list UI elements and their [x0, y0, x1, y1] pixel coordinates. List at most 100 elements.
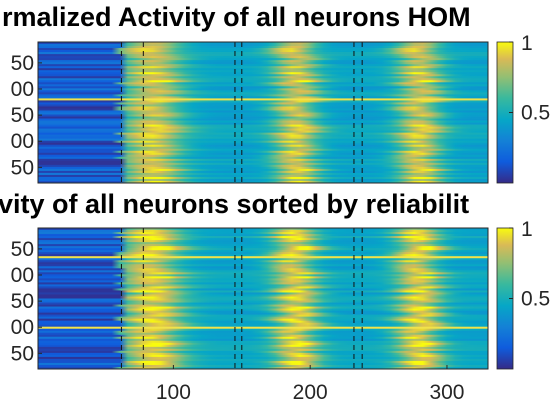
heatmap-row	[38, 268, 488, 271]
heatmap-row	[38, 264, 488, 267]
heatmap-row	[38, 58, 488, 61]
heatmap-row	[38, 246, 488, 249]
heatmap-row	[38, 104, 488, 107]
y-tick-label: 00	[11, 78, 34, 101]
heatmap-row	[38, 152, 488, 156]
heatmap-row	[38, 70, 488, 73]
heatmap-row	[38, 348, 488, 352]
heatmap-row	[38, 116, 488, 119]
heatmap-row	[38, 136, 488, 140]
heatmap-row	[38, 138, 488, 142]
heatmap-row	[38, 86, 488, 89]
heatmap-row	[38, 72, 488, 75]
y-tick-label: 00	[11, 130, 34, 153]
axes-frame	[37, 227, 489, 370]
y-tick-label: 00	[11, 264, 34, 287]
heatmap-row	[38, 82, 488, 85]
heatmap-row	[38, 62, 488, 65]
heatmap-row	[38, 120, 488, 123]
heatmap-row	[38, 148, 488, 152]
heatmap-row	[38, 272, 488, 275]
heatmap-row	[38, 258, 488, 261]
axes-frame	[37, 41, 489, 184]
heatmap-row	[38, 84, 488, 87]
heatmap-row	[38, 52, 488, 55]
heatmap-row	[38, 286, 488, 289]
x-tick-label: 100	[156, 381, 191, 404]
heatmap-row	[38, 312, 488, 316]
heatmap-row	[38, 314, 488, 318]
heatmap-row	[38, 366, 488, 370]
chart-title: rmalized Activity of all neurons HOM	[2, 2, 471, 32]
heatmap-row	[38, 80, 488, 83]
chart-title: vity of all neurons sorted by reliabilit	[0, 189, 469, 219]
heatmap-row	[38, 140, 488, 144]
heatmap-row	[38, 332, 488, 336]
heatmap-row	[38, 146, 488, 150]
heatmap-row	[38, 254, 488, 257]
colorbar-tick-label: 1	[521, 218, 533, 241]
heatmap-row	[38, 230, 488, 233]
heatmap-row	[38, 308, 488, 311]
heatmap-row	[38, 342, 488, 346]
heatmap-row	[38, 144, 488, 148]
heatmap-row	[38, 304, 488, 307]
heatmap-row	[38, 44, 488, 47]
heatmap-row	[38, 310, 488, 313]
heatmap-row	[38, 60, 488, 63]
heatmap-row	[38, 94, 488, 97]
dashed-vlines	[120, 42, 363, 183]
heatmap-row	[38, 92, 488, 95]
heatmap-row	[38, 284, 488, 287]
y-tick-labels: 50 00 50 00 50	[11, 52, 42, 179]
heatmap-row	[38, 350, 488, 354]
heatmap-row	[38, 234, 488, 237]
heatmap-row	[38, 296, 488, 299]
heatmap-row	[38, 360, 488, 364]
heatmap-row	[38, 178, 488, 182]
heatmap-row	[38, 108, 488, 111]
heatmap-row	[38, 150, 488, 154]
heatmap-row	[38, 88, 488, 91]
heatmap-row	[38, 74, 488, 77]
heatmap-row	[38, 324, 488, 328]
colorbar-ticks: 10.5	[509, 218, 550, 311]
heatmap-row	[38, 270, 488, 273]
heatmap-row	[38, 242, 488, 245]
heatmap-row	[38, 90, 488, 93]
heatmap-panel-2: vity of all neurons sorted by reliabilit…	[0, 189, 550, 404]
heatmap-row	[38, 110, 488, 113]
heatmap-row	[38, 160, 488, 164]
heatmap-row	[38, 294, 488, 297]
heatmap-row	[38, 292, 488, 295]
heatmap-row	[38, 352, 488, 356]
heatmap-row	[38, 256, 488, 259]
heatmap-row	[38, 306, 488, 309]
y-tick-label: 50	[11, 156, 34, 179]
heatmap-row	[38, 164, 488, 168]
colorbar-tick-label: 1	[521, 32, 533, 55]
heatmap-row	[38, 42, 488, 45]
heatmap-row	[38, 288, 488, 291]
heatmap-row	[38, 330, 488, 334]
heatmap-row	[38, 162, 488, 166]
heatmap-row	[38, 46, 488, 49]
heatmap-row	[38, 156, 488, 160]
heatmap-row	[38, 176, 488, 180]
heatmap-row	[38, 158, 488, 162]
colorbar-tick-label: 0.5	[521, 102, 550, 125]
heatmap-row	[38, 334, 488, 338]
heatmap-row	[38, 322, 488, 326]
heatmap-row	[38, 244, 488, 247]
heatmap-row	[38, 132, 488, 136]
heatmap-panel-1: rmalized Activity of all neurons HOM 50 0…	[2, 2, 550, 184]
heatmap-row	[38, 48, 488, 51]
heatmap-row	[38, 170, 488, 174]
heatmap-rows	[38, 228, 488, 370]
heatmap-row	[38, 316, 488, 320]
heatmap-row	[38, 172, 488, 176]
heatmap-row	[38, 248, 488, 251]
heatmap-row	[38, 142, 488, 146]
heatmap-row	[38, 114, 488, 117]
colorbar-tick-label: 0.5	[521, 288, 550, 311]
